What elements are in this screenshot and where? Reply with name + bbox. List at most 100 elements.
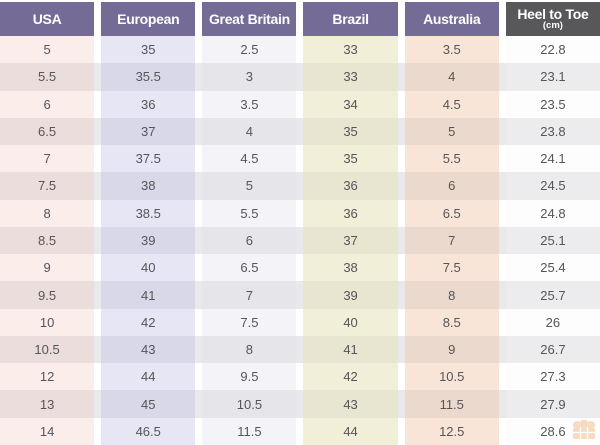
table-body: 5 35 2.5 33 3.5 22.8 5.5 35.5 3 33 4 23.1 6 36 3.5 34 4.… (0, 36, 600, 445)
table-cell-heel-to-toe: 23.8 (505, 117, 600, 146)
table-cell-heel-to-toe: 23.1 (505, 63, 600, 91)
table-cell-usa: 10.5 (0, 335, 95, 364)
table-cell-brazil: 36 (303, 199, 398, 227)
table-cell-brazil: 44 (303, 417, 398, 445)
table-row: 6.5 37 4 35 5 23.8 (0, 117, 600, 146)
table-cell-european: 44 (101, 363, 196, 391)
table-cell-great-britain: 3.5 (202, 90, 297, 118)
table-cell-brazil: 42 (303, 363, 398, 391)
table-cell-heel-to-toe: 25.1 (505, 226, 600, 255)
table-cell-european: 35.5 (101, 63, 196, 91)
table-cell-brazil: 39 (303, 281, 398, 309)
table-cell-heel-to-toe: 24.5 (505, 172, 600, 200)
table-row: 10.5 43 8 41 9 26.7 (0, 335, 600, 364)
table-cell-usa: 8 (0, 199, 95, 227)
table-cell-great-britain: 4.5 (202, 145, 297, 173)
column-header-label: European (117, 10, 180, 27)
table-cell-great-britain: 8 (202, 335, 297, 364)
table-cell-australia: 3.5 (404, 36, 499, 64)
table-cell-usa: 14 (0, 417, 95, 445)
table-cell-heel-to-toe: 24.1 (505, 145, 600, 173)
table-cell-australia: 6.5 (404, 199, 499, 227)
table-row: 13 45 10.5 43 11.5 27.9 (0, 390, 600, 418)
table-cell-heel-to-toe: 25.4 (505, 254, 600, 282)
table-cell-heel-to-toe: 22.8 (505, 36, 600, 64)
table-cell-brazil: 36 (303, 172, 398, 200)
table-row: 8.5 39 6 37 7 25.1 (0, 226, 600, 255)
table-cell-heel-to-toe: 26 (505, 308, 600, 336)
table-cell-great-britain: 11.5 (202, 417, 297, 445)
table-cell-australia: 11.5 (404, 390, 499, 418)
column-header-label: Australia (423, 10, 481, 27)
table-cell-great-britain: 5.5 (202, 199, 297, 227)
table-row: 9.5 41 7 39 8 25.7 (0, 281, 600, 309)
table-cell-heel-to-toe: 26.7 (505, 335, 600, 364)
table-header-row: USA European Great Britain Brazil Australia H… (0, 0, 600, 36)
table-cell-brazil: 43 (303, 390, 398, 418)
table-row: 5.5 35.5 3 33 4 23.1 (0, 63, 600, 91)
column-header-label: Heel to Toe (517, 5, 589, 22)
table-cell-european: 41 (101, 281, 196, 309)
table-cell-heel-to-toe: 27.9 (505, 390, 600, 418)
column-header-usa: USA (0, 2, 95, 36)
table-cell-australia: 7 (404, 226, 499, 255)
table-cell-european: 36 (101, 90, 196, 118)
table-cell-european: 46.5 (101, 417, 196, 445)
table-cell-australia: 8 (404, 281, 499, 309)
table-cell-great-britain: 6 (202, 226, 297, 255)
table-cell-great-britain: 4 (202, 117, 297, 146)
table-cell-australia: 10.5 (404, 363, 499, 391)
table-cell-australia: 12.5 (404, 417, 499, 445)
table-row: 9 40 6.5 38 7.5 25.4 (0, 254, 600, 282)
table-cell-european: 45 (101, 390, 196, 418)
table-cell-usa: 7.5 (0, 172, 95, 200)
table-cell-brazil: 37 (303, 226, 398, 255)
table-cell-brazil: 40 (303, 308, 398, 336)
table-cell-european: 38.5 (101, 199, 196, 227)
table-cell-australia: 5.5 (404, 145, 499, 173)
table-cell-brazil: 35 (303, 145, 398, 173)
table-cell-usa: 7 (0, 145, 95, 173)
table-cell-australia: 7.5 (404, 254, 499, 282)
table-cell-european: 38 (101, 172, 196, 200)
table-cell-heel-to-toe: 27.3 (505, 363, 600, 391)
table-row: 6 36 3.5 34 4.5 23.5 (0, 90, 600, 118)
table-cell-european: 37.5 (101, 145, 196, 173)
table-cell-great-britain: 2.5 (202, 36, 297, 64)
table-cell-usa: 5 (0, 36, 95, 64)
table-row: 10 42 7.5 40 8.5 26 (0, 308, 600, 336)
table-cell-great-britain: 5 (202, 172, 297, 200)
store-grid-logo-icon (573, 420, 595, 439)
column-header-label: Brazil (332, 10, 369, 27)
table-cell-european: 42 (101, 308, 196, 336)
table-cell-brazil: 33 (303, 63, 398, 91)
table-row: 8 38.5 5.5 36 6.5 24.8 (0, 199, 600, 227)
table-cell-heel-to-toe: 23.5 (505, 90, 600, 118)
table-cell-usa: 5.5 (0, 63, 95, 91)
table-row: 7 37.5 4.5 35 5.5 24.1 (0, 145, 600, 173)
table-cell-australia: 4 (404, 63, 499, 91)
table-cell-usa: 9 (0, 254, 95, 282)
table-cell-usa: 10 (0, 308, 95, 336)
table-cell-heel-to-toe: 24.8 (505, 199, 600, 227)
table-cell-great-britain: 6.5 (202, 254, 297, 282)
table-cell-european: 35 (101, 36, 196, 64)
table-cell-brazil: 41 (303, 335, 398, 364)
table-cell-european: 43 (101, 335, 196, 364)
table-cell-usa: 9.5 (0, 281, 95, 309)
column-header-label: USA (32, 10, 62, 27)
column-header-heel-to-toe: Heel to Toe (cm) (505, 2, 600, 36)
table-cell-great-britain: 7.5 (202, 308, 297, 336)
table-cell-european: 39 (101, 226, 196, 255)
table-cell-heel-to-toe: 28.6 (505, 417, 600, 445)
table-cell-brazil: 35 (303, 117, 398, 146)
column-header-great-britain: Great Britain (202, 2, 297, 36)
table-cell-usa: 8.5 (0, 226, 95, 255)
table-cell-great-britain: 9.5 (202, 363, 297, 391)
table-row: 14 46.5 11.5 44 12.5 28.6 (0, 417, 600, 445)
table-cell-australia: 5 (404, 117, 499, 146)
table-cell-brazil: 38 (303, 254, 398, 282)
table-cell-brazil: 33 (303, 36, 398, 64)
table-cell-usa: 13 (0, 390, 95, 418)
